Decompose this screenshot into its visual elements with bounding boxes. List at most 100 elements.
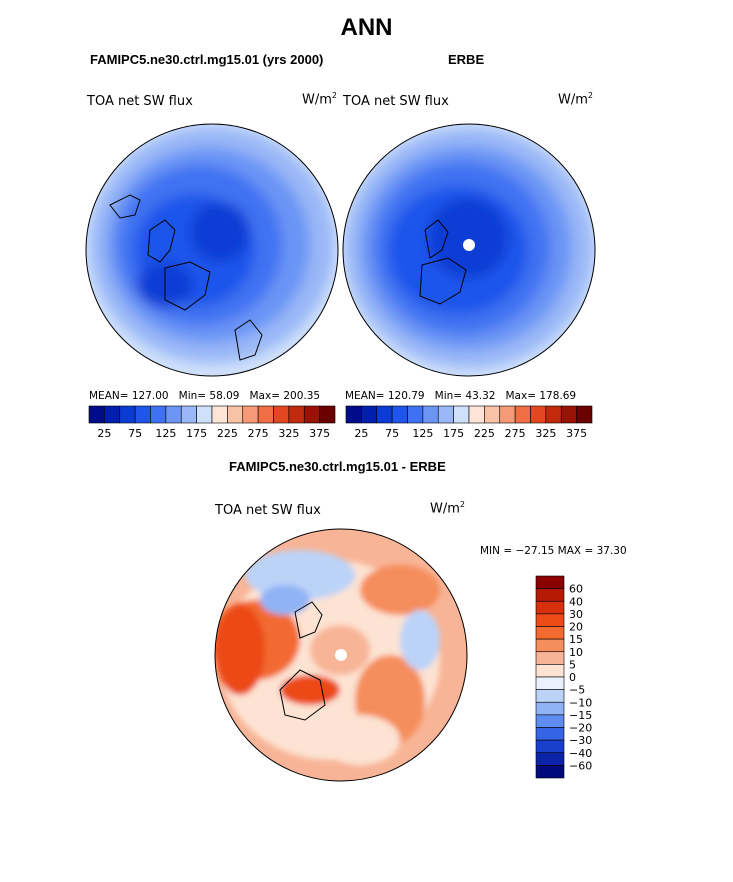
colorbar-swatch [530, 405, 547, 424]
colorbar-swatch [535, 714, 565, 728]
colorbar-tick-label: 0 [569, 671, 576, 684]
mean-value: 120.79 [387, 390, 425, 402]
coastlines [109, 194, 467, 721]
units-label-obs: W/m2 [558, 91, 593, 108]
variable-label-obs: TOA net SW flux [343, 94, 449, 109]
colorbar-tick-label: 25 [354, 427, 368, 440]
colorbar-swatch [180, 405, 197, 424]
map-model [86, 124, 338, 376]
colorbar-tick-label: 225 [217, 427, 238, 440]
colorbar-swatch [453, 405, 470, 424]
colorbar-swatch [211, 405, 228, 424]
colorbar-swatch [535, 638, 565, 653]
colorbar-tick-label: 60 [569, 583, 583, 596]
colorbar-swatch [288, 405, 305, 424]
colorbar-obs: 25 75 125 175 225 275 325 375 [345, 405, 593, 440]
max-value: 178.69 [539, 390, 577, 402]
colorbar-swatch [242, 405, 259, 424]
colorbar-swatch [88, 405, 105, 424]
page-title: ANN [340, 14, 393, 41]
colorbar-tick-label: −40 [569, 747, 592, 760]
colorbar-swatch [468, 405, 485, 424]
variable-label-diff: TOA net SW flux [215, 503, 321, 518]
colorbar-swatch [437, 405, 454, 424]
colorbar-swatch [535, 701, 565, 716]
colorbar-swatch [535, 613, 565, 627]
colorbar-swatch [484, 405, 501, 424]
colorbar-swatch [196, 405, 213, 424]
units-label-model: W/m2 [302, 91, 337, 108]
colorbar-swatch [319, 405, 336, 424]
colorbar-tick-label: −15 [569, 709, 592, 722]
colorbar-swatch [273, 405, 290, 424]
colorbar-tick-label: −30 [569, 734, 592, 747]
colorbar-swatch [576, 405, 593, 424]
colorbar-swatch [134, 405, 151, 424]
colorbar-swatch [104, 405, 121, 424]
colorbar-swatch [560, 405, 577, 424]
panel-title-diff: FAMIPC5.ne30.ctrl.mg15.01 - ERBE [229, 459, 446, 474]
colorbar-swatch [257, 405, 274, 424]
min-value: 58.09 [209, 390, 240, 402]
colorbar-tick-label: −60 [569, 759, 592, 772]
colorbar-tick-label: 10 [569, 646, 583, 659]
stats-diff: MIN = −27.15 MAX = 37.30 [480, 545, 627, 557]
colorbar-swatch [422, 405, 439, 424]
colorbar-swatch [535, 588, 565, 602]
colorbar-swatch [535, 676, 565, 690]
colorbar-tick-label: −5 [569, 684, 585, 697]
colorbar-swatch [535, 689, 565, 703]
colorbar-swatch [499, 405, 516, 424]
colorbar-swatch [361, 405, 378, 424]
pole-marker [463, 239, 475, 251]
colorbar-swatch [345, 405, 362, 424]
colorbar-swatch [407, 405, 424, 424]
colorbar-tick-label: 375 [566, 427, 587, 440]
stats-model: MEAN= 127.00 Min= 58.09 Max= 200.35 [89, 390, 321, 402]
units-label-diff: W/m2 [430, 500, 465, 517]
colorbar-tick-label: 275 [248, 427, 269, 440]
colorbar-swatch [119, 405, 136, 424]
colorbar-swatch [150, 405, 167, 424]
colorbar-tick-label: 175 [443, 427, 464, 440]
colorbar-swatch [535, 765, 565, 779]
colorbar-tick-label: 20 [569, 621, 583, 634]
pole-marker [335, 649, 347, 661]
colorbar-tick-label: 5 [569, 658, 576, 671]
colorbar-tick-label: 325 [278, 427, 299, 440]
colorbar-swatch [303, 405, 320, 424]
colorbar-tick-label: 225 [474, 427, 495, 440]
colorbar-swatch [535, 752, 565, 766]
colorbar-tick-label: 125 [412, 427, 433, 440]
colorbar-swatch [535, 600, 565, 615]
colorbar-tick-label: 25 [97, 427, 111, 440]
stats-obs: MEAN= 120.79 Min= 43.32 Max= 178.69 [345, 390, 577, 402]
mean-value: 127.00 [131, 390, 169, 402]
colorbar-tick-label: 40 [569, 595, 583, 608]
colorbar-tick-label: 30 [569, 608, 583, 621]
colorbar-swatch [535, 727, 565, 741]
colorbar-tick-label: 15 [569, 633, 583, 646]
max-value: 200.35 [283, 390, 321, 402]
colorbar-tick-label: 375 [309, 427, 330, 440]
map-diff [215, 529, 467, 781]
panel-title-model: FAMIPC5.ne30.ctrl.mg15.01 (yrs 2000) [90, 52, 324, 67]
colorbar-swatch [545, 405, 562, 424]
colorbar-swatch [535, 651, 565, 665]
colorbar-swatch [535, 664, 565, 678]
colorbar-swatch [514, 405, 531, 424]
min-value: 43.32 [465, 390, 496, 402]
colorbar-swatch [391, 405, 408, 424]
colorbar-swatch [535, 626, 565, 640]
colorbar-tick-label: 125 [155, 427, 176, 440]
colorbar-model: 25 75 125 175 225 275 325 375 [88, 405, 336, 440]
colorbar-swatch [376, 405, 393, 424]
colorbar-swatch [165, 405, 182, 424]
colorbar-swatch [535, 739, 565, 754]
colorbar-tick-label: 75 [385, 427, 399, 440]
colorbar-swatch [535, 575, 565, 589]
variable-label-model: TOA net SW flux [87, 94, 193, 109]
colorbar-swatch [227, 405, 244, 424]
